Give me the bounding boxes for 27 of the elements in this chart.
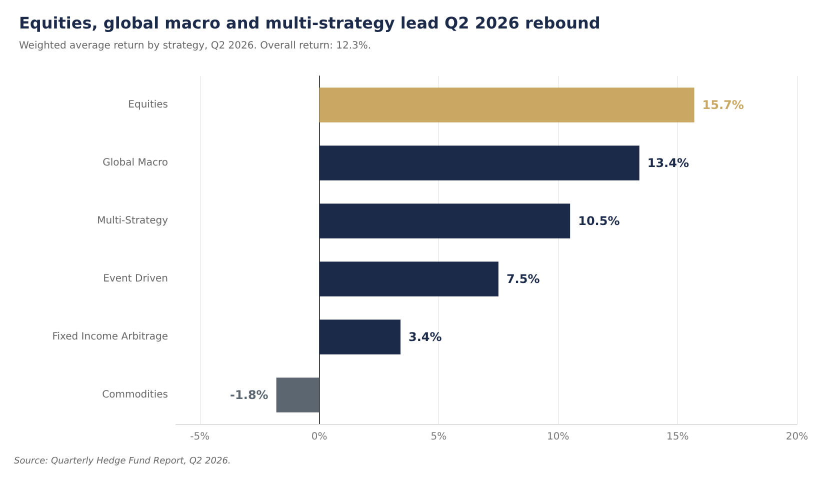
y-tick-label: Multi-Strategy xyxy=(97,216,168,226)
x-tick-label: 10% xyxy=(547,432,570,442)
x-tick-label: -5% xyxy=(190,432,210,442)
x-tick-label: 0% xyxy=(311,432,328,442)
bar xyxy=(319,204,570,238)
y-tick-label: Equities xyxy=(128,100,168,110)
bar xyxy=(319,262,498,296)
y-tick-label: Global Macro xyxy=(102,158,168,168)
data-label: 15.7% xyxy=(702,98,744,112)
chart-subtitle: Weighted average return by strategy, Q2 2026. Overall return: 12.3%. xyxy=(19,40,372,52)
x-tick-label: 5% xyxy=(430,432,447,442)
chart-title: Equities, global macro and multi-strategy lead Q2 2026 rebound xyxy=(19,14,600,32)
data-label: 7.5% xyxy=(506,272,540,286)
bar xyxy=(276,378,320,412)
data-label: -1.8% xyxy=(230,388,268,402)
x-tick-label: 15% xyxy=(666,432,689,442)
data-label: 10.5% xyxy=(578,214,620,228)
y-tick-label: Commodities xyxy=(102,390,168,400)
bar xyxy=(319,146,640,180)
bar xyxy=(319,320,401,354)
source-note: Source: Quarterly Hedge Fund Report, Q2 2026. xyxy=(14,456,231,466)
y-tick-label: Fixed Income Arbitrage xyxy=(52,332,168,342)
data-label: 13.4% xyxy=(647,156,689,170)
y-tick-label: Event Driven xyxy=(103,274,168,284)
data-label: 3.4% xyxy=(408,330,442,344)
bar xyxy=(319,88,694,122)
x-tick-label: 20% xyxy=(786,432,808,442)
